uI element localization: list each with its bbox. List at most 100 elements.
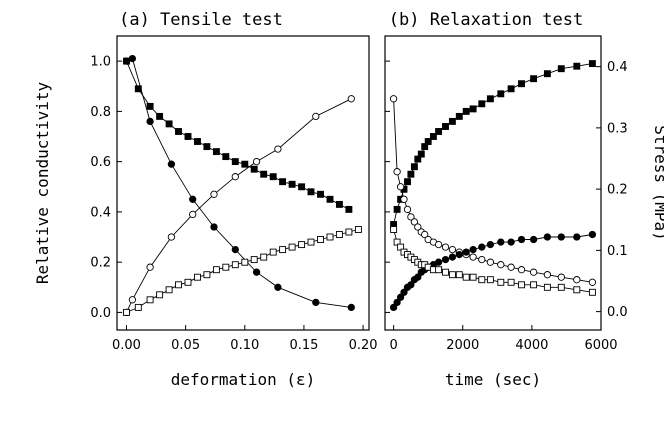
panel-a-series-4-point [317,236,324,243]
panel-a-series-2-point [288,180,296,188]
panel-a-series-4-point [354,226,362,233]
panel-b-right-y-axis-title: Stress (MPa) [651,125,664,241]
panel-b-series-1-point [421,143,429,151]
panel-b-series-1-point [429,133,437,140]
panel-b-series-2-point [529,268,538,276]
panel-a-series-2-point [345,205,353,213]
panel-b-series-3-point [434,258,443,266]
panel-a-x-tick-label: 0.05 [171,338,200,353]
panel-b-series-1-point [448,117,456,125]
panel-b-series-4-point [507,278,515,286]
panel-b-series-1-point [557,65,565,73]
panel-a-series-3-point [274,145,282,153]
panel-b-series-1-point [414,155,422,163]
panel-b-series-3-point [400,288,408,296]
panel-b-series-3-point [455,250,463,259]
panel-a-series-4-point [146,296,154,304]
panel-b-series-1-point [507,85,515,93]
panel-a-series-3-point [347,95,355,103]
panel-b-series-2-point [421,230,429,239]
panel-a-series-2-point [260,170,268,178]
panel-a-series-2-point [279,178,287,186]
panel-a-series-4-point [307,238,315,246]
panel-b-series-4-point [478,276,486,284]
panel-a-series-2-point [335,200,343,208]
panel-b-series-3-point [507,238,515,246]
panel-a-series-3-point [231,173,239,181]
panel-a-x-tick-label: 0.15 [289,338,318,353]
panel-b-series-3-point [573,233,581,241]
panel-a-plot-frame [116,35,370,331]
panel-a-series-1-point [252,268,261,276]
panel-a-series-group [122,54,362,317]
panel-b-series-3-point [462,248,470,256]
panel-b-series-1-point [497,90,505,98]
panel-b-right-y-axis: 0.0 0.1 0.2 0.3 0.4 [596,60,628,320]
panel-a-series-2-point [317,190,324,198]
panel-a-y-tick-label: 0.4 [90,205,111,220]
panel-a-series-4-point [165,286,173,294]
panel-b-series-3-point [414,273,422,281]
panel-b-series-1-point [573,62,581,70]
panel-a-series-2-point [175,128,182,135]
panel-b-series-2-point [414,223,422,231]
panel-b-x-tick-label: 0 [389,338,397,353]
panel-a-series-1-point [312,298,320,307]
panel-a-series-4-point [222,263,230,271]
panel-a-series-4-point [288,243,296,251]
panel-b-series-4-point [393,238,401,246]
panel-b-series-4-point [486,276,494,284]
panel-b-series-1-point [417,150,425,158]
panel-b-series-2-point [400,195,408,203]
panel-b-right-y-tick-label: 0.4 [607,60,628,75]
panel-b-series-4-point [497,278,505,286]
panel-b-series-2-point [543,271,552,279]
panel-a-series-2-point [222,153,230,161]
panel-a-series-2-point [194,138,201,145]
panel-a-x-axis: 0.00 0.05 0.10 0.15 0.20 [112,325,378,353]
panel-b-series-2-point [407,213,415,221]
panel-b-series-4-point [573,286,581,294]
panel-a-series-4-point [345,228,353,236]
panel-b-series-2-point [588,278,597,286]
panel-b-series-3-point [389,303,398,312]
panel-b-series-2-point [469,253,477,261]
panel-b-series-1-point [407,170,415,178]
panel-a-series-4-point [212,266,220,274]
panel-b-series-1-point [518,80,525,88]
panel-a-x-tick-label: 0.00 [112,338,141,353]
panel-a-series-4-point [156,291,164,299]
panel-b-series-1-point [588,60,596,68]
panel-a-tensile-test: (a) Tensile test 0.0 0.2 0.4 0.6 0.8 1.0 0.00… [33,10,378,389]
panel-a-series-2-point [212,148,220,156]
panel-a-series-2-point [123,57,130,65]
panel-b-series-3-point [448,253,457,261]
panel-a-series-4-point [231,261,239,269]
panel-a-series-3-point [312,112,320,121]
panel-a-series-4-point [123,308,130,316]
panel-b-series-2-point [410,218,419,226]
panel-a-y-tick-label: 0.8 [90,105,111,120]
panel-b-series-2-line [393,98,593,283]
panel-b-series-4-point [455,271,463,279]
panel-b-x-axis-title: time (sec) [445,370,541,389]
panel-b-series-1-point [469,105,477,113]
panel-a-series-2-point [269,173,277,181]
panel-a-x-tick-label: 0.10 [230,338,259,353]
panel-a-x-tick-label: 0.20 [349,338,378,353]
panel-b-left-y-axis [385,60,390,313]
panel-a-series-2-point [156,112,164,120]
panel-a-series-2-point [203,143,211,151]
panel-b-series-3-point [517,235,526,244]
panel-b-series-4-point [435,266,443,274]
panel-a-series-1-point [167,160,176,168]
panel-b-series-3-point [396,293,405,301]
panel-b-series-1-point [442,123,449,130]
panel-b-series-4-point [557,283,565,291]
panel-a-y-tick-label: 0.6 [90,155,111,170]
panel-a-series-1-point [274,283,282,291]
panel-a-series-4-point [134,303,142,311]
panel-a-series-4-point [335,231,343,238]
panel-a-y-axis: 0.0 0.2 0.4 0.6 0.8 1.0 [90,55,122,321]
